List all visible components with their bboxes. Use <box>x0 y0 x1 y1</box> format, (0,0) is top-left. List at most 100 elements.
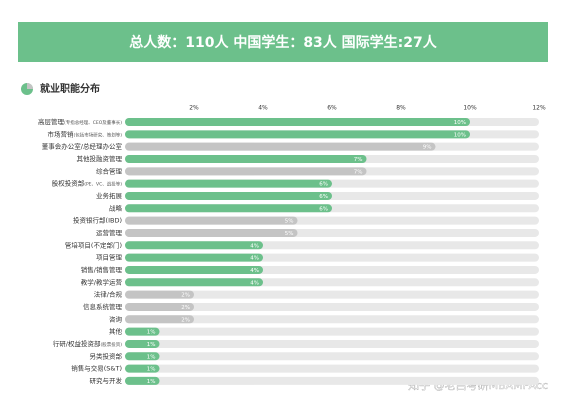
category-name: 董事会办公室/总经理办公室 <box>42 142 123 151</box>
bar <box>125 339 160 348</box>
value-label: 6% <box>319 182 328 188</box>
bar <box>125 253 263 262</box>
value-label: 2% <box>181 293 190 299</box>
bar <box>125 154 367 163</box>
x-tick-label: 12% <box>532 105 546 112</box>
bar-track <box>125 327 539 336</box>
value-label: 7% <box>354 157 363 163</box>
category-label: 信息系统管理 <box>83 302 123 311</box>
category-label: 投资银行部(IBD) <box>73 216 122 225</box>
bar-track <box>125 364 539 373</box>
category-label: 综合管理 <box>96 166 123 175</box>
bar <box>125 327 160 336</box>
bar-track <box>125 315 539 324</box>
bar <box>125 376 160 385</box>
category-name: 咨询 <box>109 314 123 323</box>
category-name: 教学/教学运营 <box>81 277 123 286</box>
category-label: 战略 <box>109 203 123 212</box>
category-label: 行研/权益投资部(股票投资) <box>53 339 122 348</box>
header: 总人数：110人 中国学生：83人 国际学生:27人 <box>129 34 438 51</box>
value-label: 4% <box>250 268 259 274</box>
category-name: 项目管理 <box>96 253 123 262</box>
bar <box>125 179 332 188</box>
bar <box>125 315 194 324</box>
category-name: 综合管理 <box>96 166 123 175</box>
category-name: 战略 <box>109 203 123 212</box>
bar <box>125 204 332 213</box>
category-name: 研究与开发 <box>90 376 123 385</box>
category-name: 行研/权益投资部 <box>53 339 101 348</box>
category-name: 另类投资部 <box>90 351 123 360</box>
category-name: 市场营销 <box>47 129 74 138</box>
category-label: 其他 <box>109 327 123 336</box>
value-label: 10% <box>454 132 466 138</box>
category-label: 运营管理 <box>96 228 123 237</box>
value-label: 2% <box>181 305 190 311</box>
category-name: 投资银行部(IBD) <box>73 216 122 225</box>
bar <box>125 352 160 361</box>
category-name: 运营管理 <box>96 228 123 237</box>
value-label: 1% <box>147 379 156 385</box>
category-label: 研究与开发 <box>90 376 123 385</box>
category-name: 销售与交易(S&T) <box>71 364 122 373</box>
value-label: 4% <box>250 243 259 249</box>
value-label: 1% <box>147 367 156 373</box>
category-note: (包括市场研究、策划等) <box>73 131 122 138</box>
category-name: 业务拓展 <box>96 191 123 200</box>
bar-track <box>125 302 539 311</box>
value-label: 5% <box>285 231 294 237</box>
category-label: 法律/合规 <box>94 290 123 299</box>
category-name: 销售/销售管理 <box>81 265 123 274</box>
category-note: (PE、VC、战投等) <box>84 180 122 187</box>
value-label: 1% <box>147 330 156 336</box>
category-label: 市场营销(包括市场研究、策划等) <box>47 129 122 138</box>
category-name: 股权投资部 <box>52 179 85 188</box>
category-name: 其他投融资管理 <box>77 154 123 163</box>
bar <box>125 278 263 287</box>
bar-track <box>125 290 539 299</box>
category-name: 管培项目(不定部门) <box>65 240 122 249</box>
category-label: 股权投资部(PE、VC、战投等) <box>52 179 123 188</box>
category-name: 法律/合规 <box>94 290 123 299</box>
value-label: 1% <box>147 354 156 360</box>
category-label: 其他投融资管理 <box>77 154 123 163</box>
category-name: 信息系统管理 <box>83 302 123 311</box>
category-label: 咨询 <box>109 314 123 323</box>
value-label: 6% <box>319 194 328 200</box>
category-label: 项目管理 <box>96 253 123 262</box>
bar <box>125 118 470 126</box>
category-label: 另类投资部 <box>90 351 123 360</box>
category-name: 其他 <box>109 327 123 336</box>
bar <box>125 364 160 373</box>
bar <box>125 191 332 200</box>
category-note: (股票投资) <box>100 340 122 347</box>
category-label: 董事会办公室/总经理办公室 <box>42 142 123 151</box>
value-label: 7% <box>354 169 363 175</box>
value-label: 6% <box>319 206 328 212</box>
header-banner <box>18 22 548 62</box>
bar-track <box>125 352 539 361</box>
bar <box>125 216 298 225</box>
value-label: 1% <box>147 342 156 348</box>
bar <box>125 228 298 237</box>
value-label: 4% <box>250 256 259 262</box>
x-tick-label: 2% <box>189 105 199 112</box>
value-label: 10% <box>454 120 466 126</box>
category-label: 销售与交易(S&T) <box>71 364 122 373</box>
bar <box>125 290 194 299</box>
value-label: 9% <box>423 145 432 151</box>
x-tick-label: 4% <box>258 105 268 112</box>
category-note: (专指总经理、CEO及董事长) <box>64 119 122 126</box>
bar <box>125 241 263 250</box>
bar-track <box>125 376 539 385</box>
value-label: 2% <box>181 317 190 323</box>
value-label: 4% <box>250 280 259 286</box>
x-tick-label: 8% <box>396 105 406 112</box>
pie-icon-slice <box>27 83 33 89</box>
category-label: 高层管理(专指总经理、CEO及董事长) <box>38 117 122 126</box>
x-tick-label: 6% <box>327 105 337 112</box>
chart-title: 就业职能分布 <box>40 82 100 95</box>
bar <box>125 142 436 151</box>
category-label: 教学/教学运营 <box>81 277 123 286</box>
